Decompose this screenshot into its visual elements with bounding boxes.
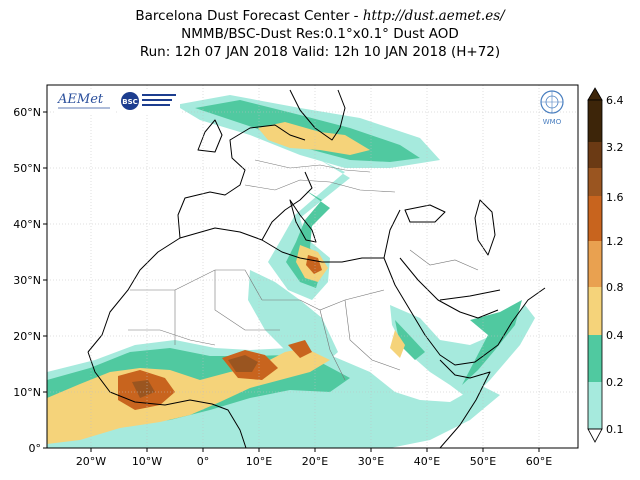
lat-tick-label: 0° — [29, 442, 42, 455]
title-line-3: Run: 12h 07 JAN 2018 Valid: 12h 10 JAN 2… — [139, 44, 501, 60]
lon-tick-label: 20°W — [76, 455, 106, 468]
colorbar-label: 0.1 — [606, 423, 624, 436]
lon-tick-label: 30°E — [358, 455, 384, 468]
colorbar-label: 3.2 — [606, 141, 624, 154]
colorbar-label: 0.8 — [606, 281, 624, 294]
longitude-axis: 20°W 10°W 0° 10°E 20°E 30°E 40°E 50°E 60… — [76, 448, 552, 468]
title-center-name: Barcelona Dust Forecast Center - — [135, 8, 363, 24]
coastlines — [87, 89, 546, 448]
lat-tick-label: 40°N — [13, 218, 41, 231]
colorbar-segment — [588, 382, 602, 429]
map-content — [47, 85, 578, 448]
lon-tick-label: 10°E — [246, 455, 272, 468]
map-frame — [46, 84, 579, 449]
colorbar-label: 1.2 — [606, 235, 624, 248]
title-line-2: NMMB/BSC-Dust Res:0.1°x0.1° Dust AOD — [181, 26, 459, 42]
latitude-axis: 60°N 50°N 40°N 30°N 20°N 10°N 0° — [13, 106, 47, 455]
colorbar-segment — [588, 100, 602, 142]
wmo-logo: WMO — [540, 90, 564, 126]
colorbar-segment — [588, 196, 602, 241]
colorbar-label: 1.6 — [606, 191, 624, 204]
colorbar-segment — [588, 168, 602, 196]
lat-tick-label: 10°N — [13, 386, 41, 399]
wmo-logo-text: WMO — [543, 118, 562, 126]
colorbar-max-arrow — [587, 87, 603, 101]
colorbar-label: 0.4 — [606, 329, 624, 342]
lon-tick-label: 0° — [197, 455, 210, 468]
lat-tick-label: 50°N — [13, 162, 41, 175]
title-line-1: Barcelona Dust Forecast Center - http://… — [0, 8, 640, 25]
graticule — [47, 85, 578, 448]
colorbar-segment — [588, 335, 602, 382]
colorbar-min-arrow — [587, 428, 603, 443]
lat-tick-label: 60°N — [13, 106, 41, 119]
colorbar-label: 0.2 — [606, 376, 624, 389]
title-url[interactable]: http://dust.aemet.es/ — [362, 8, 505, 24]
colorbar-label: 6.4 — [606, 94, 624, 107]
lon-tick-label: 40°E — [414, 455, 440, 468]
dust-aod-dark-layer — [132, 355, 258, 398]
bsc-logo-text: BSC — [122, 98, 138, 106]
colorbar-segment — [588, 287, 602, 335]
colorbar: 6.4 3.2 1.6 1.2 0.8 0.4 0.2 0.1 — [587, 87, 624, 443]
lon-tick-label: 50°E — [470, 455, 496, 468]
lon-tick-label: 10°W — [132, 455, 162, 468]
colorbar-segment — [588, 241, 602, 287]
bsc-logo: BSC — [118, 89, 180, 113]
lon-tick-label: 60°E — [526, 455, 552, 468]
aemet-logo-text: AEMet — [57, 92, 104, 107]
lat-tick-label: 20°N — [13, 330, 41, 343]
lat-tick-label: 30°N — [13, 274, 41, 287]
colorbar-segment — [588, 142, 602, 168]
lon-tick-label: 20°E — [302, 455, 328, 468]
aemet-logo: AEMet — [55, 89, 115, 113]
